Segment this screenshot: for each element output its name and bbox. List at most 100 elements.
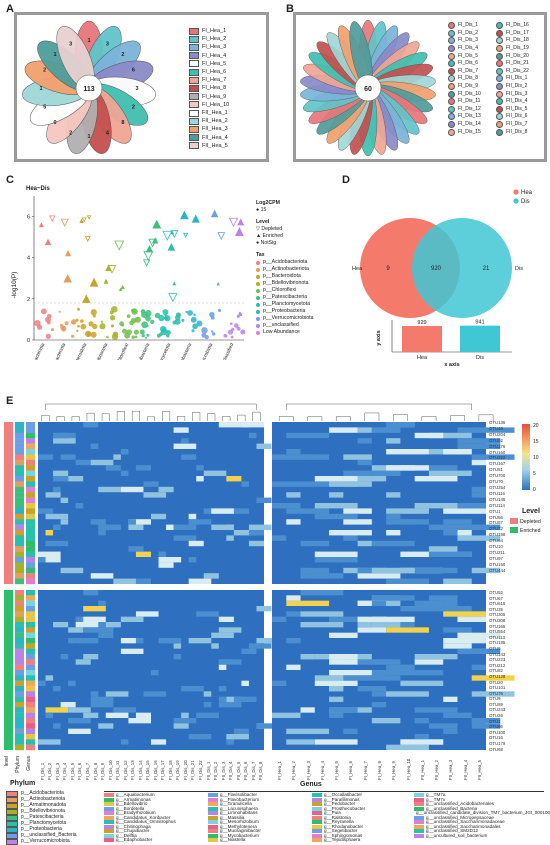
legend-label: FI_Dis_13 (458, 113, 481, 120)
column-label: FI_Hea_4 (319, 761, 325, 780)
legend-b-item: FI_Dis_8 (448, 75, 496, 83)
point-notsig (134, 316, 141, 323)
legend-label: FI_Dis_4 (458, 44, 479, 51)
petal-count: 3 (69, 42, 72, 48)
heatmap-cell (443, 508, 486, 514)
point-enriched (167, 242, 176, 251)
heatmap-cell (300, 611, 344, 617)
heatmap-cell (60, 454, 76, 460)
heatmap-cell (196, 465, 204, 471)
level-bar-depleted (4, 422, 13, 584)
phylum-cell (15, 481, 24, 487)
genus-cell (26, 611, 35, 617)
genus-item: g__Mucilaginibacter (208, 828, 308, 834)
heatmap-cell (357, 622, 372, 628)
petal-count: 3 (135, 86, 138, 92)
genus-swatch (312, 833, 322, 838)
venn-left-count: 9 (386, 266, 390, 272)
legend-hea-dot (513, 189, 519, 195)
legend-a-item: FI_Hea_7 (189, 76, 229, 84)
heatmap-cell (196, 611, 219, 617)
genus-label: g__Limnohabitans (220, 810, 258, 815)
point-notsig (85, 330, 92, 338)
row-label: OTU212 (489, 662, 506, 668)
genus-label: g__Chitinophaga (116, 823, 151, 829)
heatmap-cell (45, 513, 69, 520)
heatmap-cell (158, 562, 174, 568)
scale-tick-label: 20 (533, 423, 539, 429)
genus-item: g__Lacunisphaera (208, 806, 308, 812)
phylum-cell (15, 606, 24, 612)
legend-dis-dot (513, 198, 519, 204)
heatmap-cell (218, 702, 242, 708)
heatmap-cell (272, 535, 287, 541)
heatmap-cell (400, 739, 444, 745)
row-label: OTU150 (489, 561, 506, 567)
x-tick-label: Patescibacteria (132, 342, 151, 360)
heatmap-cell (272, 503, 301, 509)
legend-tax-item: p__Chloroflexi (256, 287, 313, 294)
legend-a-item: FII_Hea_3 (189, 125, 229, 134)
column-label: FI_Dis_1 (39, 762, 45, 780)
point-notsig (106, 335, 109, 339)
column-label: FI_Dis_7 (84, 762, 90, 780)
petal-count: 3 (106, 42, 109, 48)
phylum-cell (15, 734, 24, 740)
heatmap-cell (286, 600, 330, 606)
genus-column: g__TM7a g__TM7x g__unclassified_Acidobacte… (414, 792, 550, 843)
dendrogram-branch (41, 415, 50, 421)
venn-right-count: 21 (483, 266, 490, 272)
heatmap-cell (105, 465, 121, 471)
heatmap-cell (371, 470, 401, 476)
heatmap-cell (371, 622, 401, 628)
phylum-cell (15, 595, 24, 601)
legend-a-item: FI_Hea_2 (189, 35, 229, 43)
legend-level-item: ▽ Depleted (256, 226, 313, 233)
heatmap-cell (53, 476, 69, 482)
point-notsig (141, 321, 149, 329)
heatmap-cell (53, 470, 69, 476)
heatmap-cell (188, 454, 197, 460)
row-label: OTU51 (489, 467, 503, 473)
heatmap-cell (357, 675, 401, 681)
legend-label: FI_Dis_20 (506, 52, 529, 59)
heatmap-cell (120, 648, 144, 654)
column-label: FI_Dis_13 (130, 760, 136, 780)
legend-b-item: FI_Dis_10 (448, 90, 496, 98)
legend-b-item: FI_Dis_7 (448, 68, 496, 76)
genus-cell (26, 497, 35, 504)
genus-swatch (208, 820, 218, 825)
heatmap-cell (386, 744, 429, 750)
genus-swatch (312, 820, 322, 825)
legend-label: FI_Dis_15 (458, 128, 481, 135)
heatmap-cell (343, 508, 372, 514)
legend-label: FII_Dis_5 (506, 105, 528, 112)
row-label: OTU116 (489, 490, 505, 496)
legend-swatch (496, 60, 503, 68)
phylum-cell (15, 573, 24, 579)
column-label: FI_Hea_6 (348, 761, 354, 780)
legend-label: FI_Dis_22 (506, 67, 529, 74)
heatmap-cell (68, 718, 91, 724)
genus-cell (26, 680, 35, 687)
heatmap-cell (357, 627, 387, 633)
heatmap-cell (371, 427, 401, 433)
legend-swatch (189, 52, 199, 60)
phylum-cell (15, 622, 24, 628)
phylum-cell (15, 449, 24, 455)
legend-label: FII_Dis_2 (506, 82, 528, 89)
heatmap-cell (248, 432, 257, 439)
legend-b-item: FII_Dis_6 (496, 113, 544, 121)
heatmap-cell (241, 680, 249, 686)
genus-swatch (104, 824, 114, 829)
side-label: Phylum (15, 756, 21, 773)
heatmap-cell (241, 481, 249, 487)
row-label: OTU100 (489, 729, 506, 735)
point-depleted (49, 215, 56, 223)
point-notsig (134, 335, 138, 339)
legend-label: FI_Hea_4 (202, 52, 227, 59)
petal-count: 8 (121, 120, 124, 126)
heatmap-cell (38, 680, 46, 686)
heatmap-cell (443, 519, 472, 525)
phylum-cell (15, 508, 24, 514)
